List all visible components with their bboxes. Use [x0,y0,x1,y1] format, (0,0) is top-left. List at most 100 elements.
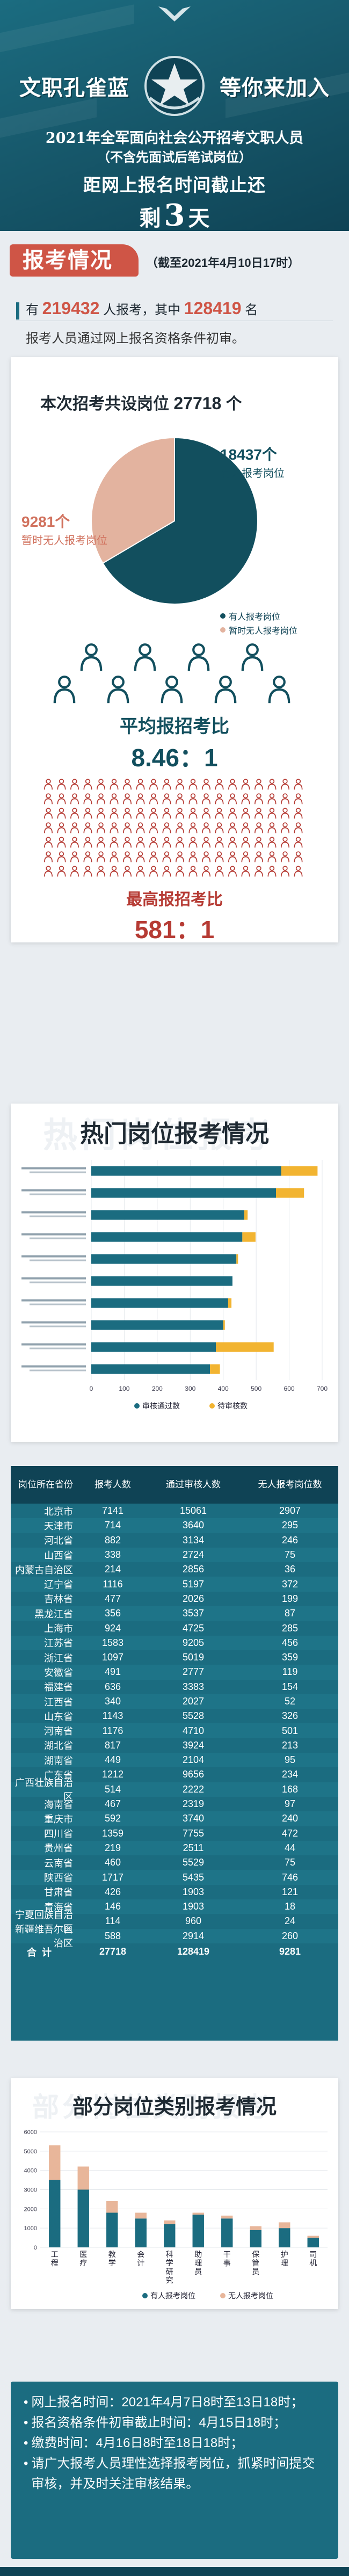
person-icon [214,676,237,703]
person-icon [97,851,105,862]
table-row: 陕西省 1717 5435 746 [11,1870,338,1885]
person-icon [57,822,66,833]
table-cell: 7141 [101,1505,124,1516]
bar-passed [91,1210,245,1220]
person-icon [228,866,237,877]
table-cell: 1717 [101,1871,124,1883]
table-cell: 882 [104,1534,121,1545]
person-icon [281,822,289,833]
person-icon [228,793,237,804]
person-icon [188,866,198,877]
category-label: 保 [252,2251,259,2259]
person-icon [44,851,53,862]
bar-with [77,2189,89,2247]
person-icon [294,837,303,848]
table-cell: 3134 [182,1534,205,1545]
table-cell: 7755 [182,1827,205,1839]
table-cell: 467 [104,1798,121,1810]
table-cell: 3537 [182,1608,205,1619]
province-table: 岗位所在省份 报考人数 通过审核人数 无人报考岗位数 北京市 7141 15061 2… [11,1466,338,2041]
table-cell: 295 [281,1520,299,1531]
person-icon [57,793,66,804]
legend-with-text: 有人报考岗位 [229,613,281,622]
table-row: 江苏省 1583 9205 456 [11,1635,338,1650]
table-cell: 15061 [179,1505,207,1516]
bar-pending [216,1342,274,1352]
person-icon [44,779,53,790]
y-tick-label: 0 [34,2245,37,2251]
avg-ratio-value: 8.46：1 [131,744,218,772]
job-name-line [30,1193,86,1195]
table-cell: 636 [104,1681,121,1692]
person-icon [202,822,210,833]
avg-ratio-title: 平均报招考比 [120,716,229,737]
legend-without: 暂时无人报考岗位 [220,623,297,636]
table-row: 甘肃省 426 1903 121 [11,1885,338,1899]
header-banner: 文职孔雀蓝 等你来加入 2021年全军面向社会公开招考文职人员 （不含先面试后笔… [0,0,349,231]
stats-title-prefix: 本次招考共设岗位 [40,395,169,413]
table-cell: 18 [284,1901,296,1912]
category-label: 护 [281,2251,288,2259]
stats-title-suffix: 个 [226,395,242,413]
person-icon [241,866,250,877]
person-icon [136,779,145,790]
countdown-days: 3 [164,198,185,231]
header-subtitle-3: 距网上报名时间截止还 [83,175,266,195]
person-icon [187,643,210,671]
person-icon [70,837,79,848]
table-cell: 592 [104,1813,121,1824]
table-cell: 福建省 [44,1682,73,1693]
table-cell: 4710 [182,1725,205,1736]
table-row: 浙江省 1097 5019 359 [11,1650,338,1665]
table-cell: 426 [104,1886,121,1897]
person-icon [215,779,224,790]
category-label: 管 [252,2259,259,2268]
table-cell: 285 [281,1622,299,1634]
person-icon [176,866,184,877]
bar-passed [91,1232,243,1242]
table-total-row: 合计 27718 128419 9281 [11,1943,338,1961]
table-cell: 2914 [182,1930,205,1941]
table-cell: 219 [104,1842,121,1853]
job-name-line [30,1325,86,1327]
person-icon [176,793,184,804]
person-icon [241,822,250,833]
table-cell: 1143 [102,1710,123,1722]
table-row: 河南省 1176 4710 501 [11,1723,338,1738]
table-row: 河北省 882 3134 246 [11,1533,338,1548]
table-cell: 5197 [182,1578,205,1590]
table-cell: 9656 [182,1769,205,1780]
table-cell: 924 [104,1622,121,1634]
person-icon [176,837,184,848]
job-name-line [30,1347,86,1349]
table-cell: 154 [281,1681,299,1692]
person-icon [44,822,53,833]
table-cell: 199 [281,1593,299,1604]
footer-bar [0,2567,349,2576]
bar-without [250,2226,261,2230]
table-cell: 477 [104,1593,121,1604]
status-tag: 报考情况 [10,244,139,277]
person-icon [149,822,158,833]
table-cell: 湖南省 [44,1755,73,1766]
categories-card: 部分岗位类别报考 部分岗位类别报考情况 0 1000 2000 3000 4000 500… [11,2078,338,2309]
table-cell: 119 [282,1666,298,1678]
person-icon [123,851,132,862]
table-cell: 1359 [101,1827,124,1839]
person-icon [228,837,237,848]
person-icon [136,793,145,804]
category-label: 理 [281,2259,288,2268]
category-label: 助 [194,2251,202,2259]
table-cell: 359 [281,1652,299,1663]
without-applicants-text: 暂时无人报考岗位 [21,535,107,547]
bar-pending [228,1298,232,1308]
pie-slice-with-applicants [102,437,258,605]
person-icon [123,779,132,790]
bar-passed [91,1276,232,1286]
table-cell: 87 [284,1608,296,1619]
job-name-line [30,1369,86,1372]
category-label: 程 [51,2259,59,2268]
bar-without [106,2201,118,2213]
